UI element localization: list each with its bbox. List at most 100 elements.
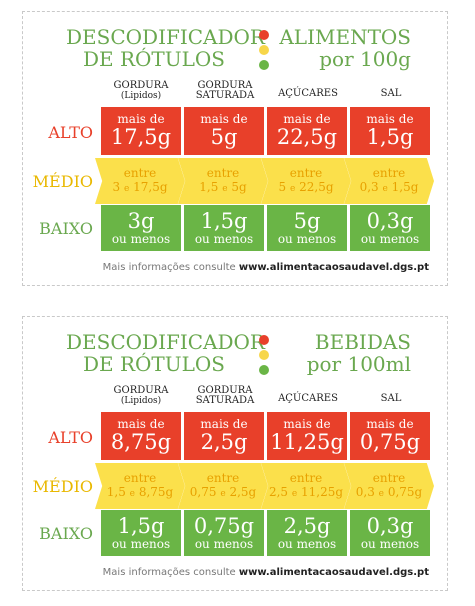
range-connector: e xyxy=(382,183,388,194)
cell-suffix: ou menos xyxy=(194,232,254,246)
cell-range: 0,3 e 0,75g xyxy=(356,485,422,501)
category-title: BEBIDAS xyxy=(314,330,411,354)
column-header-gordura: GORDURA (Lipidos) xyxy=(113,80,169,102)
range-connector: e xyxy=(222,183,228,194)
range-min: 2,5 xyxy=(268,484,289,499)
column-header-acucares: AÇÚCARES xyxy=(278,88,338,99)
cell-prefix: entre xyxy=(372,165,406,180)
cell-prefix: mais de xyxy=(117,417,165,431)
drink-low-satfat-cell: 0,75g ou menos xyxy=(184,510,264,556)
food-high-salt-cell: mais de 1,5g xyxy=(350,107,430,155)
cell-value: 1,5g xyxy=(117,514,165,538)
drink-label-card: DESCODIFICADOR DE RÓTULOS BEBIDAS por 10… xyxy=(22,316,448,591)
cell-prefix: mais de xyxy=(366,112,414,126)
cell-suffix: ou menos xyxy=(111,232,171,246)
row-label-alto: ALTO xyxy=(48,428,93,447)
card-title: DESCODIFICADOR DE RÓTULOS xyxy=(66,330,265,376)
drink-high-sugar-cell: mais de 11,25g xyxy=(267,412,347,460)
range-min: 5 xyxy=(278,179,287,194)
cell-range: 0,3 e 1,5g xyxy=(360,180,419,196)
range-min: 0,3 xyxy=(355,484,375,499)
title-line2: DE RÓTULOS xyxy=(82,47,226,71)
cell-suffix: ou menos xyxy=(277,537,337,551)
range-max: 2,5g xyxy=(229,484,257,499)
cell-prefix: entre xyxy=(289,470,323,485)
column-header-acucares: AÇÚCARES xyxy=(278,393,338,404)
cell-suffix: ou menos xyxy=(277,232,337,246)
range-connector: e xyxy=(220,488,226,499)
food-high-satfat-cell: mais de 5g xyxy=(184,107,264,155)
range-max: 0,75g xyxy=(387,484,423,499)
range-min: 1,5 xyxy=(199,179,219,194)
cell-value: 22,5g xyxy=(276,125,338,149)
traffic-light-red-icon xyxy=(259,335,269,345)
range-connector: e xyxy=(129,488,135,499)
title-line1: DESCODIFICADOR xyxy=(66,25,265,49)
cell-range: 3 e 17,5g xyxy=(112,180,167,196)
cell-range: 1,5 e 5g xyxy=(199,180,246,196)
footer-url-link[interactable]: www.alimentacaosaudavel.dgs.pt xyxy=(238,262,429,273)
range-max: 1,5g xyxy=(391,179,419,194)
food-high-fat-cell: mais de 17,5g xyxy=(101,107,181,155)
cell-value: 3g xyxy=(127,209,155,233)
cell-value: 2,5g xyxy=(200,430,248,454)
drink-high-fat-cell: mais de 8,75g xyxy=(101,412,181,460)
cell-prefix: mais de xyxy=(200,417,248,431)
drink-low-sugar-cell: 2,5g ou menos xyxy=(267,510,347,556)
cell-value: 1,5g xyxy=(366,125,414,149)
cell-prefix: mais de xyxy=(366,417,414,431)
card-title: DESCODIFICADOR DE RÓTULOS xyxy=(66,25,265,71)
category-title: ALIMENTOS xyxy=(279,25,411,49)
food-medium-salt-cell: entre 0,3 e 1,5g xyxy=(344,158,434,204)
drink-medium-satfat-cell: entre 0,75 e 2,5g xyxy=(178,463,268,509)
cell-suffix: ou menos xyxy=(111,537,171,551)
drink-low-fat-cell: 1,5g ou menos xyxy=(101,510,181,556)
cell-prefix: entre xyxy=(372,470,406,485)
cell-value: 2,5g xyxy=(283,514,331,538)
cell-suffix: ou menos xyxy=(194,537,254,551)
traffic-light-red-icon xyxy=(259,30,269,40)
range-max: 17,5g xyxy=(133,179,168,194)
drink-medium-sugar-cell: entre 2,5 e 11,25g xyxy=(261,463,351,509)
range-min: 0,3 xyxy=(359,179,379,194)
traffic-light-yellow-icon xyxy=(259,350,269,360)
column-header-gordura-saturada: GORDURA SATURADA xyxy=(195,80,255,101)
cell-prefix: entre xyxy=(206,470,240,485)
drink-medium-salt-cell: entre 0,3 e 0,75g xyxy=(344,463,434,509)
food-high-sugar-cell: mais de 22,5g xyxy=(267,107,347,155)
cell-value: 0,3g xyxy=(366,514,414,538)
cell-prefix: entre xyxy=(289,165,323,180)
range-connector: e xyxy=(291,488,298,499)
cell-prefix: mais de xyxy=(200,112,248,126)
title-line1: DESCODIFICADOR xyxy=(66,330,265,354)
title-line2: DE RÓTULOS xyxy=(82,352,226,376)
range-max: 22,5g xyxy=(299,179,334,194)
column-header-gordura: GORDURA (Lipidos) xyxy=(113,385,169,407)
cell-value: 0,75g xyxy=(193,514,255,538)
range-max: 5g xyxy=(231,179,247,194)
cell-value: 8,75g xyxy=(110,430,172,454)
cell-prefix: entre xyxy=(123,470,157,485)
column-header-sal: SAL xyxy=(380,393,402,404)
cell-prefix: mais de xyxy=(117,112,165,126)
range-min: 3 xyxy=(112,179,121,194)
cell-value: 5g xyxy=(210,125,238,149)
footer-text: Mais informações consulte xyxy=(102,567,236,578)
food-low-salt-cell: 0,3g ou menos xyxy=(350,205,430,251)
range-max: 8,75g xyxy=(138,484,174,499)
food-label-card: DESCODIFICADOR DE RÓTULOS ALIMENTOS por … xyxy=(22,11,448,286)
category-header: ALIMENTOS por 100g xyxy=(279,26,411,70)
cell-range: 1,5 e 8,75g xyxy=(107,485,173,501)
drink-high-salt-cell: mais de 0,75g xyxy=(350,412,430,460)
cell-range: 5 e 22,5g xyxy=(278,180,333,196)
cell-suffix: ou menos xyxy=(360,232,420,246)
footer-url-link[interactable]: www.alimentacaosaudavel.dgs.pt xyxy=(238,567,429,578)
category-unit: por 100g xyxy=(319,47,411,71)
row-label-baixo: BAIXO xyxy=(39,219,93,238)
cell-value: 1,5g xyxy=(200,209,248,233)
range-connector: e xyxy=(123,183,130,194)
cell-value: 0,3g xyxy=(366,209,414,233)
cell-prefix: mais de xyxy=(283,112,331,126)
drink-medium-fat-cell: entre 1,5 e 8,75g xyxy=(95,463,185,509)
footer-info: Mais informações consulte www.alimentaca… xyxy=(103,567,429,578)
